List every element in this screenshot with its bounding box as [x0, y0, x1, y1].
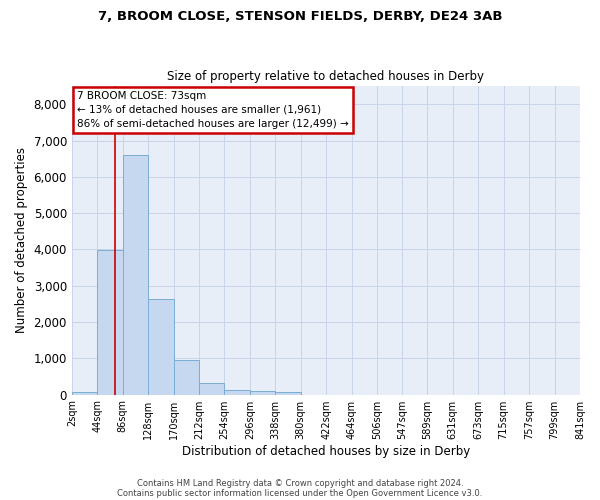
- Bar: [148, 300, 173, 394]
- Text: 7, BROOM CLOSE, STENSON FIELDS, DERBY, DE24 3AB: 7, BROOM CLOSE, STENSON FIELDS, DERBY, D…: [98, 10, 502, 23]
- Bar: [97, 250, 122, 394]
- Text: 7 BROOM CLOSE: 73sqm
← 13% of detached houses are smaller (1,961)
86% of semi-de: 7 BROOM CLOSE: 73sqm ← 13% of detached h…: [77, 90, 349, 128]
- Bar: [275, 392, 301, 394]
- Text: Contains HM Land Registry data © Crown copyright and database right 2024.: Contains HM Land Registry data © Crown c…: [137, 478, 463, 488]
- Bar: [224, 390, 250, 394]
- Text: Contains public sector information licensed under the Open Government Licence v3: Contains public sector information licen…: [118, 488, 482, 498]
- Bar: [250, 391, 275, 394]
- Bar: [122, 156, 148, 394]
- X-axis label: Distribution of detached houses by size in Derby: Distribution of detached houses by size …: [182, 444, 470, 458]
- Bar: [72, 392, 97, 394]
- Y-axis label: Number of detached properties: Number of detached properties: [15, 148, 28, 334]
- Title: Size of property relative to detached houses in Derby: Size of property relative to detached ho…: [167, 70, 484, 84]
- Bar: [173, 360, 199, 394]
- Bar: [199, 384, 224, 394]
